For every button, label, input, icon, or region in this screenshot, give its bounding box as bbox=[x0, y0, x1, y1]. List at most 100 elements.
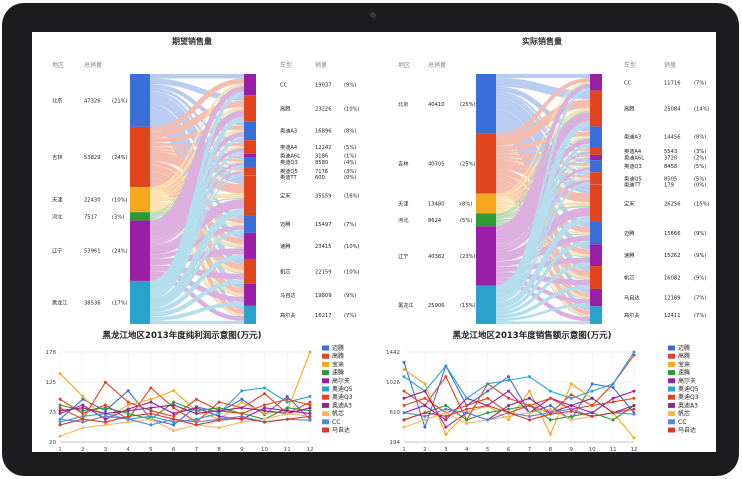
flow-link bbox=[149, 203, 245, 248]
flow-link bbox=[149, 146, 245, 196]
data-point bbox=[402, 411, 406, 415]
data-point bbox=[285, 409, 289, 413]
flow-link bbox=[495, 153, 591, 158]
model-value: 3186 bbox=[315, 154, 328, 160]
flow-link bbox=[495, 99, 591, 147]
legend-swatch bbox=[322, 419, 329, 425]
data-point bbox=[58, 434, 62, 438]
flow-link bbox=[149, 162, 245, 216]
model-bar-2 bbox=[244, 121, 256, 141]
region-value: 40382 bbox=[428, 254, 445, 260]
data-point bbox=[172, 389, 176, 393]
flow-link bbox=[149, 197, 245, 217]
flow-link bbox=[149, 208, 245, 296]
data-point bbox=[217, 409, 221, 413]
region-pct: (25%) bbox=[460, 162, 476, 168]
flow-link bbox=[495, 178, 591, 203]
data-point bbox=[172, 423, 176, 427]
flow-link bbox=[149, 146, 245, 156]
legend-label: 帆芯 bbox=[678, 410, 690, 418]
model-value: 22159 bbox=[315, 269, 332, 275]
model-name: 高尔夫 bbox=[280, 311, 296, 319]
flow-link bbox=[495, 207, 591, 262]
data-point bbox=[81, 412, 85, 416]
data-point bbox=[611, 385, 615, 389]
flow-link bbox=[149, 177, 245, 294]
region-bar-1 bbox=[476, 133, 496, 194]
flow-link bbox=[495, 125, 591, 294]
data-point bbox=[58, 409, 62, 413]
data-point bbox=[507, 396, 511, 400]
flow-link bbox=[495, 138, 591, 244]
flow-link bbox=[495, 184, 591, 253]
region-bar-2 bbox=[476, 193, 496, 214]
flow-link bbox=[495, 120, 591, 294]
x-tick-label: 8 bbox=[217, 447, 221, 452]
data-point bbox=[444, 425, 448, 429]
data-point bbox=[507, 418, 511, 422]
model-value: 8458 bbox=[664, 164, 677, 170]
flow-link bbox=[149, 271, 245, 303]
data-point bbox=[402, 375, 406, 379]
model-pct: (7%) bbox=[694, 80, 706, 86]
data-point bbox=[423, 418, 427, 422]
flow-link bbox=[149, 218, 245, 274]
data-point bbox=[465, 411, 469, 415]
model-pct: (5%) bbox=[694, 164, 706, 170]
series-5 bbox=[58, 386, 312, 424]
flow-link bbox=[495, 119, 591, 272]
flow-link bbox=[495, 77, 591, 138]
data-point bbox=[548, 404, 552, 408]
x-tick-label: 7 bbox=[195, 447, 199, 452]
data-point bbox=[507, 378, 511, 382]
flow-link bbox=[149, 146, 245, 162]
data-point bbox=[486, 382, 490, 386]
model-pct: (7%) bbox=[344, 222, 356, 228]
flow-link bbox=[495, 221, 591, 236]
data-point bbox=[81, 406, 85, 410]
model-bar-0 bbox=[244, 74, 256, 96]
flow-link bbox=[149, 110, 245, 232]
data-point bbox=[149, 397, 153, 401]
data-point bbox=[402, 360, 406, 364]
model-pct: (14%) bbox=[694, 107, 710, 113]
model-value: 12242 bbox=[315, 145, 332, 151]
legend-label: 速腾 bbox=[332, 369, 344, 377]
data-point bbox=[308, 350, 312, 354]
model-bar-4 bbox=[590, 154, 602, 161]
data-point bbox=[126, 417, 130, 421]
data-point bbox=[103, 403, 107, 407]
flow-link bbox=[149, 175, 245, 246]
data-point bbox=[149, 414, 153, 418]
flow-link bbox=[149, 86, 245, 226]
data-point bbox=[172, 406, 176, 410]
series-3 bbox=[402, 404, 636, 422]
region-pct: (25%) bbox=[460, 102, 476, 108]
data-point bbox=[507, 411, 511, 415]
data-point bbox=[103, 414, 107, 418]
flow-links bbox=[149, 73, 245, 325]
flow-link bbox=[495, 83, 591, 215]
model-bar-12 bbox=[590, 288, 602, 307]
data-point bbox=[402, 404, 406, 408]
data-point bbox=[126, 412, 130, 416]
region-value: 53961 bbox=[84, 249, 101, 255]
legend-label: 宝来 bbox=[332, 360, 344, 368]
model-value: 12411 bbox=[664, 313, 681, 319]
data-point bbox=[263, 392, 267, 396]
data-point bbox=[423, 382, 427, 386]
data-point bbox=[569, 409, 573, 413]
data-point bbox=[486, 418, 490, 422]
region-value: 47326 bbox=[84, 98, 101, 104]
data-point bbox=[172, 417, 176, 421]
data-point bbox=[240, 400, 244, 404]
region-value: 8624 bbox=[428, 218, 442, 224]
data-point bbox=[149, 400, 153, 404]
data-point bbox=[172, 400, 176, 404]
model-bar-11 bbox=[590, 266, 602, 289]
model-name: 奥迪A3 bbox=[280, 127, 297, 135]
series-line bbox=[59, 351, 311, 420]
flow-link bbox=[495, 97, 591, 176]
data-point bbox=[444, 411, 448, 415]
region-value: 40410 bbox=[428, 102, 445, 108]
